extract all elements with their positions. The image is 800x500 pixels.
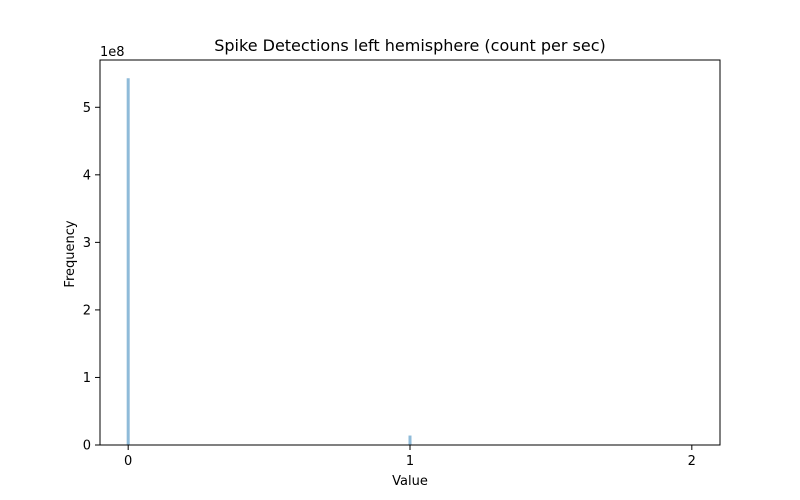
y-tick-label-0: 0 (83, 439, 91, 454)
y-tick-label-5: 5 (83, 101, 91, 116)
y-axis-offset-label: 1e8 (100, 45, 125, 60)
x-axis-ticks: 0 1 2 (124, 445, 696, 469)
x-tick-label-1: 1 (406, 454, 414, 469)
bar-0 (126, 78, 130, 446)
bar-1 (408, 435, 412, 445)
bars-group (126, 78, 694, 446)
x-tick-label-2: 2 (688, 454, 696, 469)
y-axis-ticks: 0 1 2 3 4 5 (83, 101, 100, 454)
y-tick-label-1: 1 (83, 371, 91, 386)
y-tick-label-4: 4 (83, 168, 91, 183)
y-tick-label-2: 2 (83, 303, 91, 318)
chart-title: Spike Detections left hemisphere (count … (214, 36, 606, 55)
y-axis-label: Frequency (63, 220, 78, 287)
x-axis-label: Value (392, 474, 428, 489)
plot-area-frame (99, 59, 721, 446)
y-tick-label-3: 3 (83, 236, 91, 251)
x-tick-label-0: 0 (124, 454, 132, 469)
